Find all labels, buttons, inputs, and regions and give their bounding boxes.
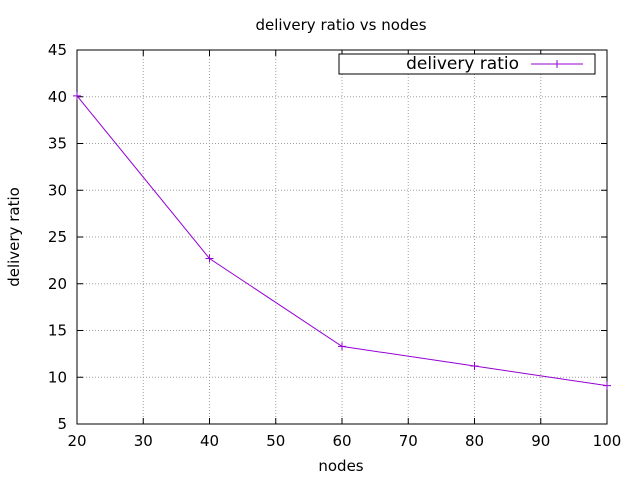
- chart-title: delivery ratio vs nodes: [255, 16, 426, 34]
- data-point-marker: [73, 91, 81, 100]
- x-tick-label: 80: [465, 432, 484, 450]
- x-tick-label: 40: [200, 432, 219, 450]
- legend-marker: [553, 60, 561, 68]
- y-tick-label: 25: [48, 228, 67, 246]
- data-point-marker: [205, 254, 214, 263]
- y-tick-label: 35: [48, 135, 67, 153]
- data-point-marker: [338, 342, 346, 351]
- x-tick-label: 60: [332, 432, 351, 450]
- legend-box: [338, 53, 596, 75]
- y-tick-label: 30: [48, 181, 67, 199]
- x-tick-label: 70: [399, 432, 418, 450]
- plot-frame: [76, 49, 608, 425]
- x-axis-label: nodes: [318, 457, 363, 475]
- y-tick-label: 40: [48, 88, 67, 106]
- data-point-marker: [603, 381, 611, 390]
- axes: 20 30 40 50 60 70 80 90 100 5 10 15 20 25 30 35 40 45: [48, 41, 621, 450]
- x-tick-label: 90: [531, 432, 550, 450]
- grid: [77, 50, 607, 424]
- x-tick-label: 50: [266, 432, 285, 450]
- series-group: [73, 91, 611, 390]
- x-tick-label: 30: [134, 432, 153, 450]
- x-tick-label: 100: [593, 432, 622, 450]
- legend: delivery ratio: [338, 53, 596, 75]
- series-line: [76, 95, 608, 387]
- y-tick-label: 15: [48, 322, 67, 340]
- y-tick-label: 20: [48, 275, 67, 293]
- y-tick-label: 45: [48, 41, 67, 59]
- legend-label: delivery ratio: [406, 54, 519, 74]
- y-tick-label: 10: [48, 368, 67, 386]
- x-tick-label: 20: [67, 432, 86, 450]
- y-axis-label: delivery ratio: [5, 187, 23, 287]
- data-point-marker: [470, 362, 479, 371]
- y-tick-label: 5: [57, 415, 67, 433]
- legend-marker-plus: [553, 60, 561, 68]
